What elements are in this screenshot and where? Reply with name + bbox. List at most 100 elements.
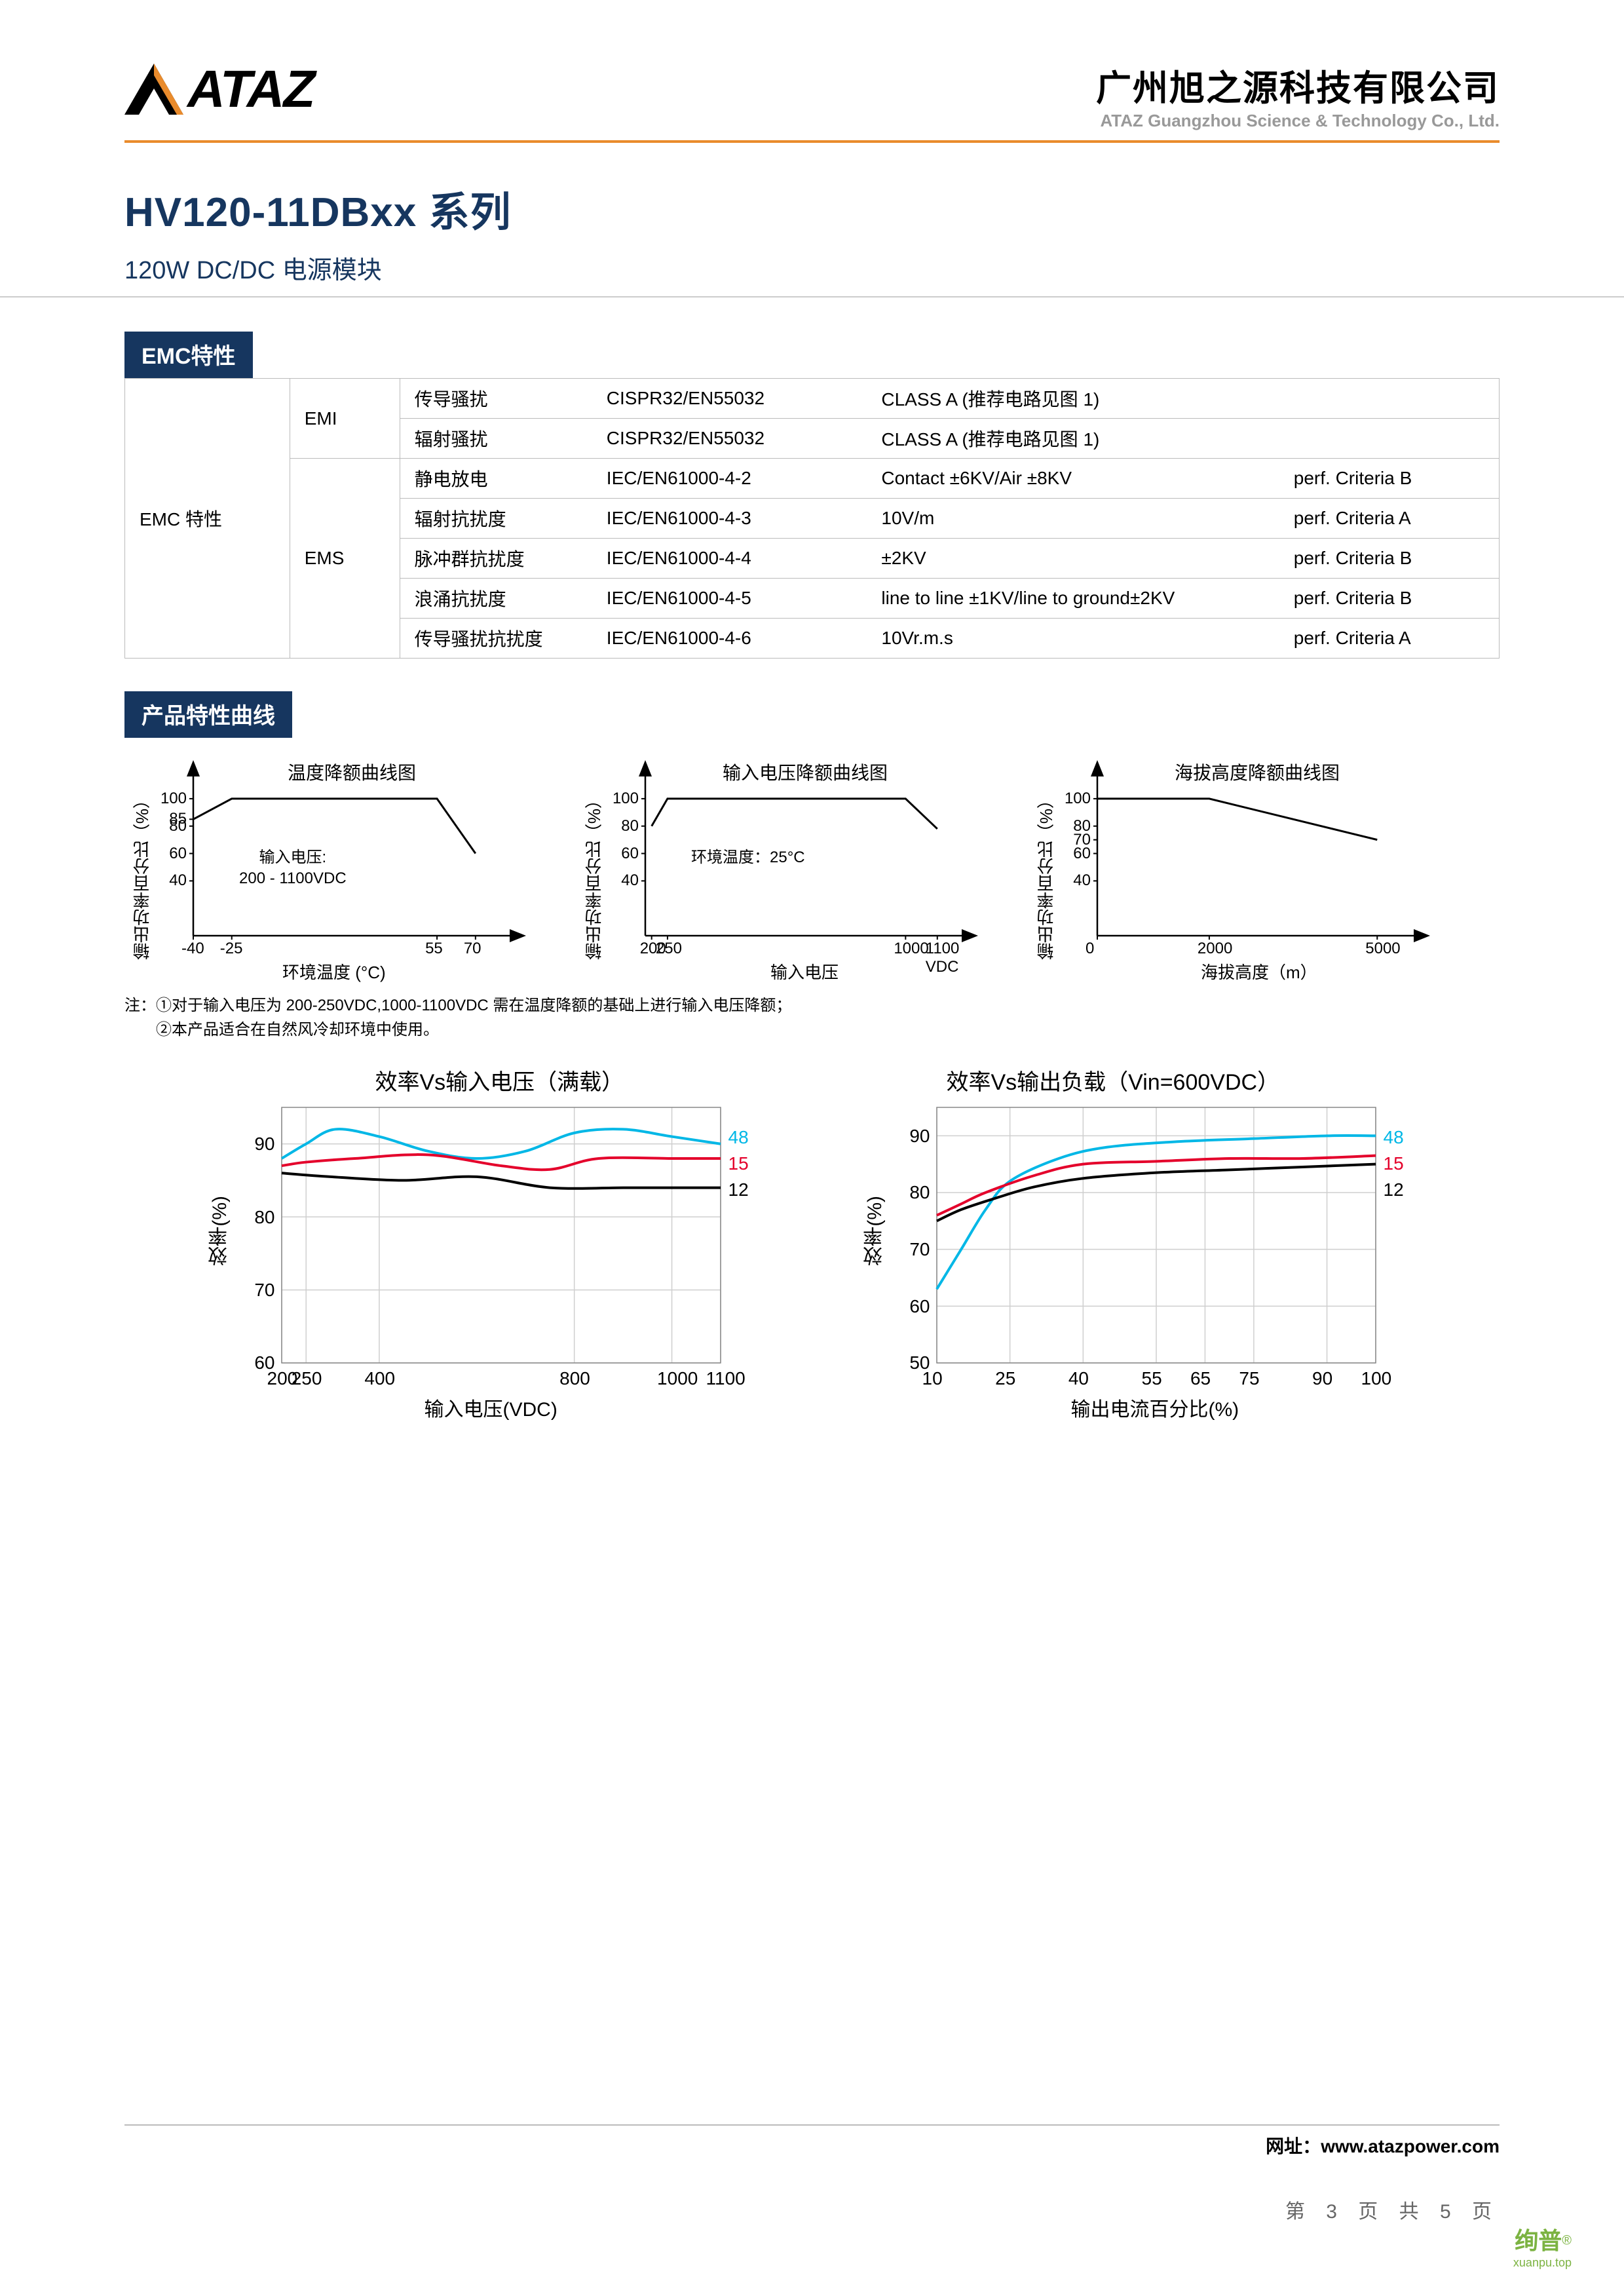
efficiency-vs-load-chart: 效率Vs输出负载（Vin=600VDC）效率(%)输出电流百分比(%)50607…: [852, 1062, 1428, 1428]
x-tick-label: 75: [1239, 1368, 1259, 1389]
altitude-derating-chart: 海拔高度降额曲线图输出功率百分比（%）海拔高度（m）40607080100020…: [1029, 752, 1435, 975]
y-tick-label: 80: [254, 1207, 274, 1228]
y-tick-label: 85: [169, 810, 187, 828]
y-axis-label: 效率(%): [861, 1196, 890, 1266]
x-axis-label: 海拔高度（m）: [1201, 959, 1317, 984]
company-name-en: ATAZ Guangzhou Science & Technology Co.,…: [1096, 111, 1500, 131]
logo: ATAZ: [124, 59, 314, 119]
x-tick-label: 40: [1068, 1368, 1089, 1389]
emc-cell: CISPR32/EN55032: [592, 379, 867, 419]
emc-cell: 辐射抗扰度: [400, 499, 592, 539]
x-tick-label: 55: [425, 940, 443, 958]
x-tick-label: 1100 VDC: [926, 940, 983, 976]
emc-group-label: EMS: [290, 459, 400, 659]
x-tick-label: 1100: [706, 1368, 746, 1389]
emc-cell: IEC/EN61000-4-2: [592, 459, 867, 499]
y-tick-label: 80: [909, 1182, 930, 1203]
emc-cell: IEC/EN61000-4-4: [592, 539, 867, 579]
chart-title: 海拔高度降额曲线图: [1175, 759, 1340, 785]
legend-label: 12: [728, 1179, 749, 1200]
y-tick-label: 40: [169, 871, 187, 890]
emc-cell: 浪涌抗扰度: [400, 579, 592, 619]
emc-cell: line to line ±1KV/line to ground±2KV: [867, 579, 1279, 619]
chart-title: 效率Vs输出负载（Vin=600VDC）: [947, 1064, 1280, 1096]
footer-url: 网址：www.atazpower.com: [1266, 2132, 1500, 2158]
emc-table: EMC 特性EMI传导骚扰CISPR32/EN55032CLASS A (推荐电…: [124, 378, 1500, 659]
chart-title: 输入电压降额曲线图: [723, 759, 888, 785]
x-tick-label: -25: [220, 940, 243, 958]
footer-page-number: 第 3 页 共 5 页: [1285, 2195, 1500, 2224]
y-tick-label: 80: [621, 817, 639, 835]
chart-inline-note: 环境温度：25°C: [691, 847, 805, 868]
derating-charts-row: 温度降额曲线图输出功率百分比（%）环境温度 (°C)40608085100-40…: [124, 752, 1500, 975]
y-axis-label: 效率(%): [206, 1196, 235, 1266]
y-tick-label: 100: [161, 790, 187, 808]
x-tick-label: 400: [364, 1368, 395, 1389]
emc-cell: CLASS A (推荐电路见图 1): [867, 379, 1279, 419]
y-tick-label: 70: [254, 1280, 274, 1301]
temperature-derating-chart: 温度降额曲线图输出功率百分比（%）环境温度 (°C)40608085100-40…: [124, 752, 531, 975]
y-tick-label: 60: [621, 845, 639, 863]
x-tick-label: 10: [922, 1368, 943, 1389]
x-tick-label: 90: [1312, 1368, 1332, 1389]
emc-cell: CLASS A (推荐电路见图 1): [867, 419, 1279, 459]
title-divider: [0, 296, 1624, 297]
emc-cell: perf. Criteria A: [1279, 619, 1500, 659]
logo-mark-icon: [124, 64, 183, 115]
y-tick-label: 90: [254, 1134, 274, 1155]
y-tick-label: 40: [621, 871, 639, 890]
y-axis-label: 输出功率百分比（%）: [582, 792, 606, 960]
x-tick-label: -40: [181, 940, 204, 958]
legend-label: 48: [1384, 1127, 1404, 1148]
legend-label: 48: [728, 1127, 749, 1148]
emc-cell: 传导骚扰: [400, 379, 592, 419]
y-tick-label: 100: [613, 790, 639, 808]
emc-cell: [1279, 379, 1500, 419]
y-tick-label: 90: [909, 1126, 930, 1147]
x-tick-label: 250: [656, 940, 682, 958]
product-subtitle: 120W DC/DC 电源模块: [124, 250, 1500, 286]
title-block: HV120-11DBxx 系列 120W DC/DC 电源模块: [124, 179, 1500, 286]
input-voltage-derating-chart: 输入电压降额曲线图输出功率百分比（%）输入电压40608010020025010…: [576, 752, 983, 975]
x-tick-label: 2000: [1198, 940, 1232, 958]
emc-cell: 静电放电: [400, 459, 592, 499]
chart-inline-note: 输入电压:200 - 1100VDC: [239, 847, 347, 890]
product-series-title: HV120-11DBxx 系列: [124, 179, 1500, 238]
y-tick-label: 70: [909, 1239, 930, 1260]
x-tick-label: 250: [292, 1368, 322, 1389]
y-tick-label: 40: [1073, 871, 1091, 890]
y-tick-label: 100: [1065, 790, 1091, 808]
x-tick-label: 25: [995, 1368, 1015, 1389]
x-axis-label: 输入电压(VDC): [425, 1393, 557, 1422]
emc-cell: CISPR32/EN55032: [592, 419, 867, 459]
x-tick-label: 0: [1086, 940, 1094, 958]
page-header: ATAZ 广州旭之源科技有限公司 ATAZ Guangzhou Science …: [124, 59, 1500, 131]
chart-notes: 注：①对于输入电压为 200-250VDC,1000-1100VDC 需在温度降…: [124, 993, 1500, 1042]
emc-cell: perf. Criteria B: [1279, 539, 1500, 579]
emc-cell: perf. Criteria A: [1279, 499, 1500, 539]
y-tick-label: 80: [1073, 817, 1091, 835]
x-axis-label: 环境温度 (°C): [282, 959, 386, 984]
note-1: ①对于输入电压为 200-250VDC,1000-1100VDC 需在温度降额的…: [156, 997, 791, 1014]
x-axis-label: 输出电流百分比(%): [1071, 1393, 1239, 1422]
y-axis-label: 输出功率百分比（%）: [130, 792, 154, 960]
x-tick-label: 5000: [1365, 940, 1400, 958]
footer-divider: [124, 2124, 1500, 2126]
emc-cell: perf. Criteria B: [1279, 459, 1500, 499]
watermark: 绚普® xuanpu.top: [1513, 2222, 1572, 2270]
note-2: ②本产品适合在自然风冷却环境中使用。: [156, 1021, 439, 1039]
emc-cell: IEC/EN61000-4-3: [592, 499, 867, 539]
company-block: 广州旭之源科技有限公司 ATAZ Guangzhou Science & Tec…: [1096, 59, 1500, 131]
x-tick-label: 100: [1361, 1368, 1392, 1389]
x-tick-label: 1000: [657, 1368, 698, 1389]
emc-cell: 10V/m: [867, 499, 1279, 539]
x-tick-label: 65: [1190, 1368, 1211, 1389]
y-axis-label: 输出功率百分比（%）: [1034, 792, 1058, 960]
emc-cell: [1279, 419, 1500, 459]
emc-cell: perf. Criteria B: [1279, 579, 1500, 619]
chart-title: 效率Vs输入电压（满载）: [375, 1064, 624, 1096]
x-axis-label: 输入电压: [770, 959, 839, 984]
emc-cell: IEC/EN61000-4-5: [592, 579, 867, 619]
emc-cell: ±2KV: [867, 539, 1279, 579]
y-tick-label: 60: [169, 845, 187, 863]
